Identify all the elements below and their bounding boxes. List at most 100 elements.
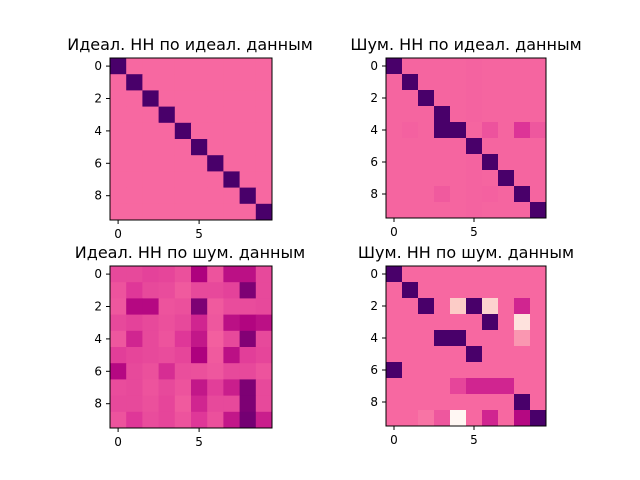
- heatmap-cell: [498, 378, 515, 395]
- heatmap-cell: [223, 314, 240, 332]
- heatmap-cell: [207, 122, 224, 140]
- heatmap-cell: [514, 282, 531, 299]
- y-tick-label: 6: [94, 364, 102, 378]
- heatmap-cell: [498, 138, 515, 155]
- heatmap-cell: [418, 90, 435, 107]
- heatmap-cell: [158, 298, 176, 315]
- heatmap-cell: [110, 363, 127, 380]
- heatmap-cell: [110, 266, 127, 283]
- heatmap-cell: [239, 122, 257, 140]
- heatmap-cell: [207, 90, 224, 107]
- heatmap-cell: [482, 314, 499, 331]
- heatmap-cell: [174, 106, 192, 124]
- heatmap-cell: [450, 410, 467, 427]
- heatmap-cell: [402, 394, 419, 411]
- heatmap-cell: [126, 282, 143, 299]
- heatmap-cell: [174, 187, 192, 205]
- heatmap-cell: [126, 314, 143, 332]
- heatmap-cell: [191, 266, 208, 283]
- heatmap-cell: [142, 171, 159, 188]
- heatmap-cell: [530, 202, 547, 219]
- heatmap-cell: [498, 154, 515, 171]
- heatmap-cell: [418, 378, 435, 395]
- y-axis-ticks: 0 2 4 6 8: [370, 267, 386, 409]
- x-tick-label: 0: [114, 435, 122, 449]
- heatmap-cell: [142, 203, 159, 221]
- heatmap-cell: [402, 138, 419, 155]
- heatmap-cell: [191, 122, 208, 140]
- heatmap-cell: [255, 266, 273, 283]
- heatmap-cell: [498, 410, 515, 427]
- heatmap-cell: [498, 266, 515, 283]
- heatmap-cell: [498, 362, 515, 379]
- heatmap-cell: [514, 106, 531, 123]
- heatmap-cell: [255, 282, 273, 299]
- heatmap-cell: [450, 346, 467, 363]
- heatmap-cell: [255, 314, 273, 332]
- heatmap-cells: [110, 58, 273, 221]
- heatmap-cell: [223, 171, 240, 188]
- heatmap-cell: [466, 74, 483, 91]
- heatmap-cell: [174, 74, 192, 91]
- heatmap-cell: [450, 266, 467, 283]
- heatmap-cell: [126, 411, 143, 429]
- heatmap-cell: [110, 203, 127, 221]
- heatmap-cell: [386, 138, 403, 155]
- heatmap-cell: [126, 266, 143, 283]
- heatmap-cell: [530, 378, 547, 395]
- heatmap-cell: [255, 411, 273, 429]
- heatmap-cell: [530, 394, 547, 411]
- heatmap-cell: [386, 266, 403, 283]
- heatmap-cell: [142, 122, 159, 140]
- heatmap-cell: [110, 282, 127, 299]
- heatmap-cell: [514, 362, 531, 379]
- heatmap-cell: [191, 379, 208, 396]
- heatmap-cell: [514, 394, 531, 411]
- heatmap-cell: [498, 314, 515, 331]
- heatmap-cell: [223, 155, 240, 172]
- heatmap-cell: [207, 282, 224, 299]
- heatmap-cell: [207, 266, 224, 283]
- heatmap-cell: [450, 298, 467, 315]
- heatmap-cell: [530, 106, 547, 123]
- heatmap-cell: [482, 170, 499, 187]
- heatmap-cell: [255, 90, 273, 107]
- heatmap-cell: [482, 106, 499, 123]
- heatmap-cell: [239, 379, 257, 396]
- heatmap-cell: [174, 171, 192, 188]
- heatmap-cell: [239, 203, 257, 221]
- heatmap-cell: [498, 122, 515, 139]
- heatmap-cell: [434, 170, 451, 187]
- heatmap-cell: [466, 394, 483, 411]
- heatmap-cell: [466, 362, 483, 379]
- heatmap-cell: [514, 330, 531, 347]
- heatmap-cell: [142, 155, 159, 172]
- heatmap-cell: [126, 347, 143, 364]
- heatmap-cell: [498, 202, 515, 219]
- heatmap-cell: [482, 362, 499, 379]
- heatmap-cell: [126, 139, 143, 156]
- heatmap-cell: [418, 282, 435, 299]
- plot-frame: [109, 57, 273, 221]
- heatmap-cell: [514, 202, 531, 219]
- heatmap-cell: [466, 346, 483, 363]
- heatmap-cell: [255, 58, 273, 75]
- x-tick-label: 0: [390, 225, 398, 239]
- heatmap-cell: [207, 411, 224, 429]
- heatmap-cell: [434, 362, 451, 379]
- heatmap-cell: [126, 122, 143, 140]
- heatmap-cell: [386, 362, 403, 379]
- heatmap-cell: [110, 139, 127, 156]
- heatmap-cell: [402, 362, 419, 379]
- heatmap-cell: [126, 363, 143, 380]
- heatmap-cell: [530, 266, 547, 283]
- heatmap-cell: [482, 298, 499, 315]
- heatmap-cell: [466, 138, 483, 155]
- heatmap-cell: [191, 314, 208, 332]
- heatmap-cell: [386, 122, 403, 139]
- heatmap-cell: [466, 58, 483, 75]
- heatmap-cell: [207, 171, 224, 188]
- heatmap-cell: [255, 106, 273, 124]
- heatmap-cell: [126, 171, 143, 188]
